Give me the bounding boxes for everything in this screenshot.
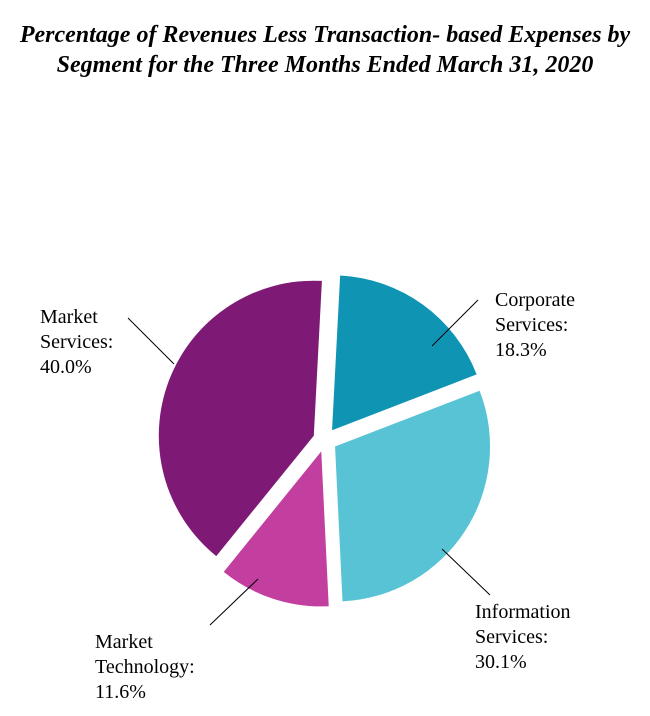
slice-label-information-services: Information Services: 30.1% bbox=[475, 600, 571, 675]
leader-line bbox=[210, 579, 258, 625]
slice-label-market-technology: Market Technology: 11.6% bbox=[95, 630, 195, 705]
slice-label-market-services: Market Services: 40.0% bbox=[40, 305, 113, 380]
slice-label-corporate-services: Corporate Services: 18.3% bbox=[495, 288, 575, 363]
chart-container: Percentage of Revenues Less Transaction-… bbox=[0, 0, 650, 716]
pie-slice-information-services bbox=[335, 391, 490, 602]
leader-line bbox=[128, 318, 174, 364]
leader-line bbox=[442, 549, 490, 595]
